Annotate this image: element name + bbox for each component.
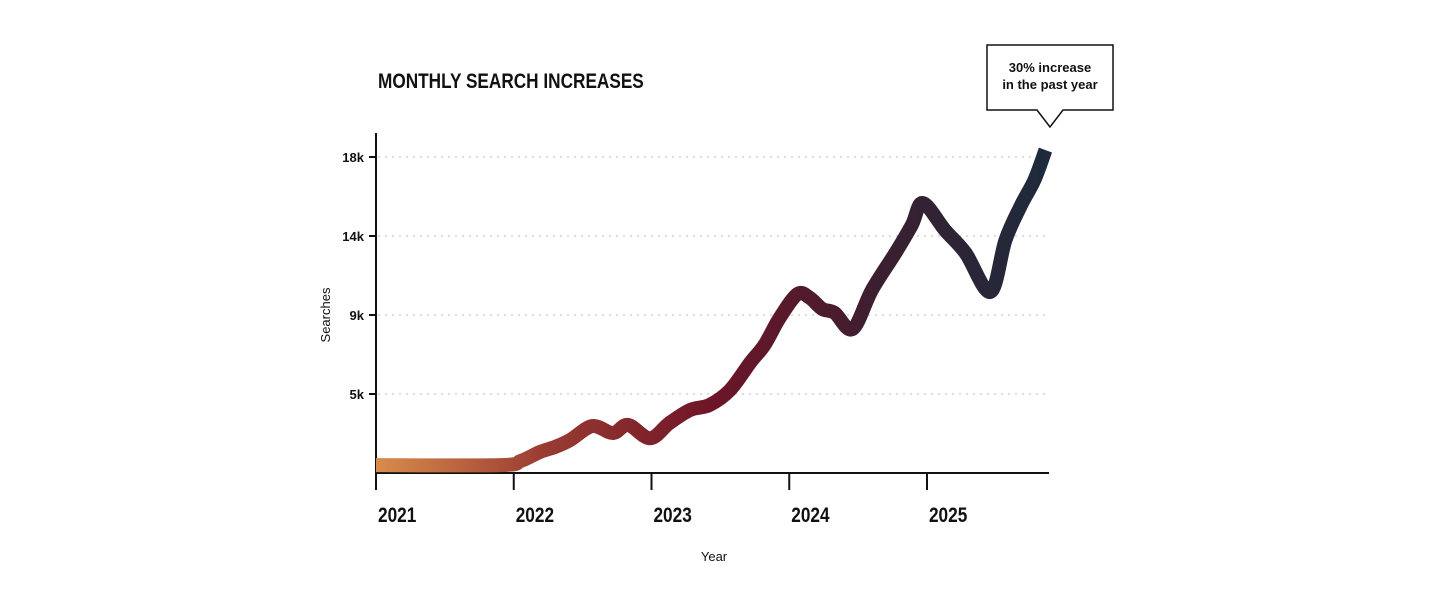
x-tick-label: 2024 xyxy=(791,505,830,528)
series-line xyxy=(375,147,1053,473)
y-tick-label: 9k xyxy=(350,308,365,323)
chart-title: MONTHLY SEARCH INCREASES xyxy=(378,71,644,94)
callout-line-1: 30% increase xyxy=(1009,60,1091,75)
y-tick-label: 18k xyxy=(342,150,364,165)
x-tick-label: 2022 xyxy=(516,505,554,528)
x-axis-label: Year xyxy=(701,549,728,564)
x-axis-ticks: 2021 2022 2023 2024 2025 xyxy=(375,473,968,528)
y-axis-ticks: 5k 9k 14k 18k xyxy=(342,150,376,402)
gridlines xyxy=(378,156,1050,395)
y-tick-label: 14k xyxy=(342,229,364,244)
y-axis-label: Searches xyxy=(318,287,333,342)
x-tick-label: 2025 xyxy=(929,505,968,528)
callout-box xyxy=(986,44,1114,129)
callout-line-2: in the past year xyxy=(1002,77,1097,92)
y-tick-label: 5k xyxy=(350,387,365,402)
x-tick-label: 2021 xyxy=(378,505,417,528)
callout: 30% increase in the past year xyxy=(986,44,1114,129)
x-tick-label: 2023 xyxy=(654,505,692,528)
